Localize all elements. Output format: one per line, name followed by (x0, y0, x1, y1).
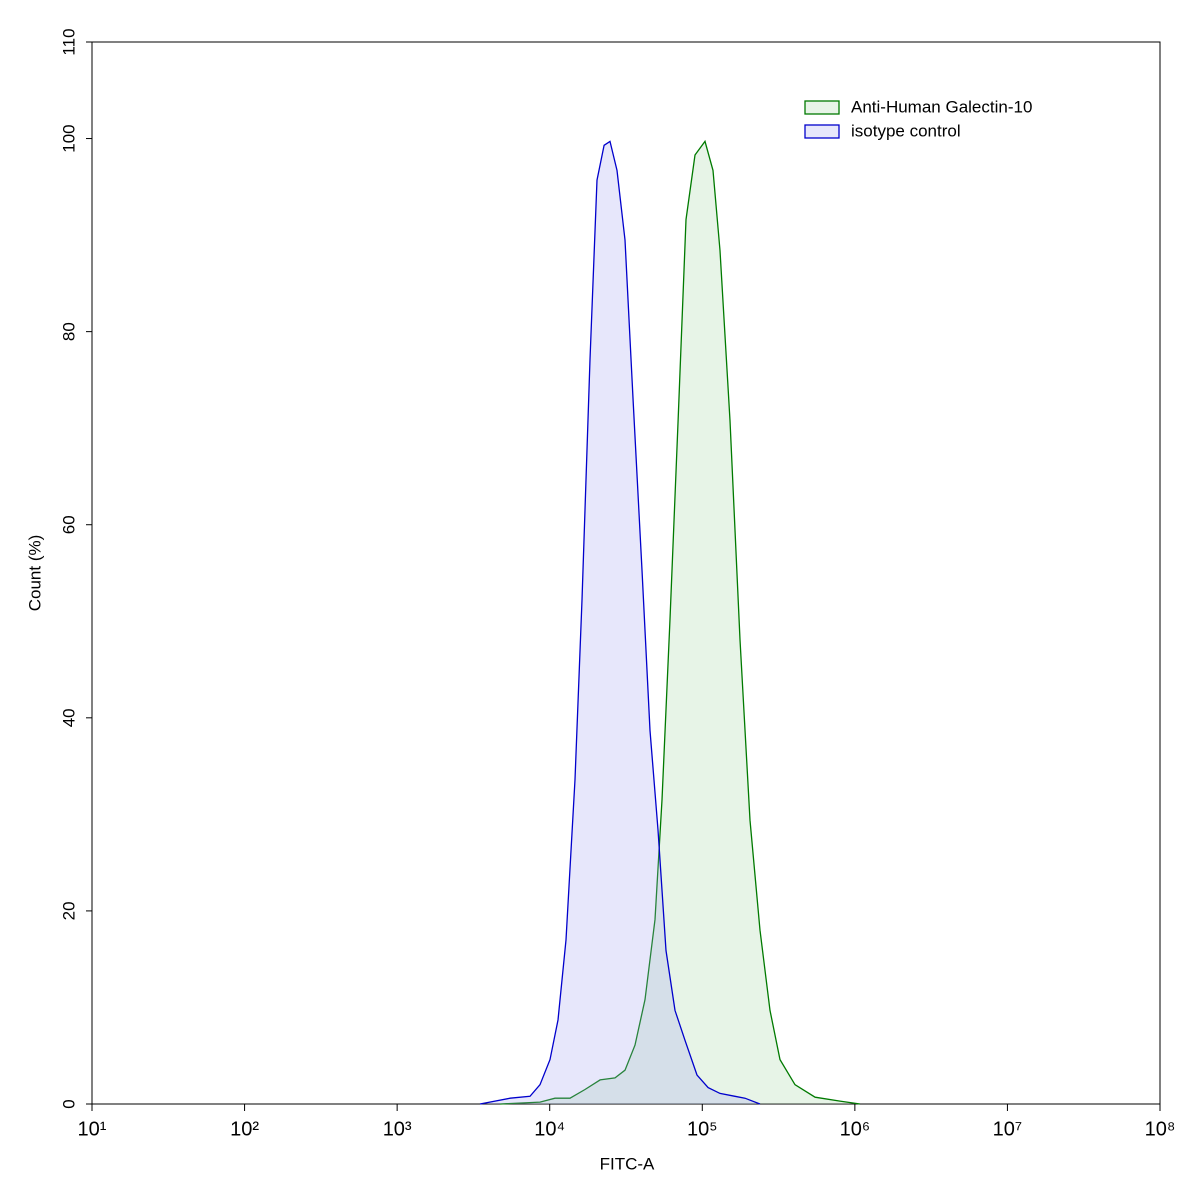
plot-frame (91, 41, 1161, 1105)
x-tick-label: 10¹ (78, 1118, 107, 1140)
y-tick-label: 100 (59, 124, 78, 152)
x-tick-label: 10⁵ (687, 1118, 718, 1140)
x-tick-label: 10⁸ (1145, 1118, 1176, 1140)
x-tick-label: 10² (230, 1118, 259, 1140)
x-tick-label: 10³ (383, 1118, 412, 1140)
y-tick-label: 20 (59, 901, 78, 920)
y-axis-label: Count (%) (25, 535, 44, 612)
y-tick-label: 60 (59, 515, 78, 534)
x-tick-label: 10⁷ (993, 1118, 1022, 1140)
y-tick-label: 110 (59, 28, 78, 55)
x-tick-label: 10⁴ (534, 1118, 565, 1140)
y-tick-label: 0 (59, 1099, 78, 1108)
y-tick-label: 80 (59, 322, 78, 341)
legend-label: isotype control (851, 121, 961, 140)
series-line (499, 139, 861, 1105)
series-line (479, 140, 761, 1105)
legend-swatch (804, 100, 840, 115)
x-tick-label: 10⁶ (840, 1118, 870, 1140)
legend-label: Anti-Human Galectin-10 (851, 97, 1032, 116)
series-area (480, 141, 760, 1104)
legend-swatch (804, 124, 840, 139)
y-tick-label: 40 (59, 708, 78, 727)
x-axis-label: FITC-A (600, 1154, 655, 1173)
series-area (500, 141, 860, 1104)
